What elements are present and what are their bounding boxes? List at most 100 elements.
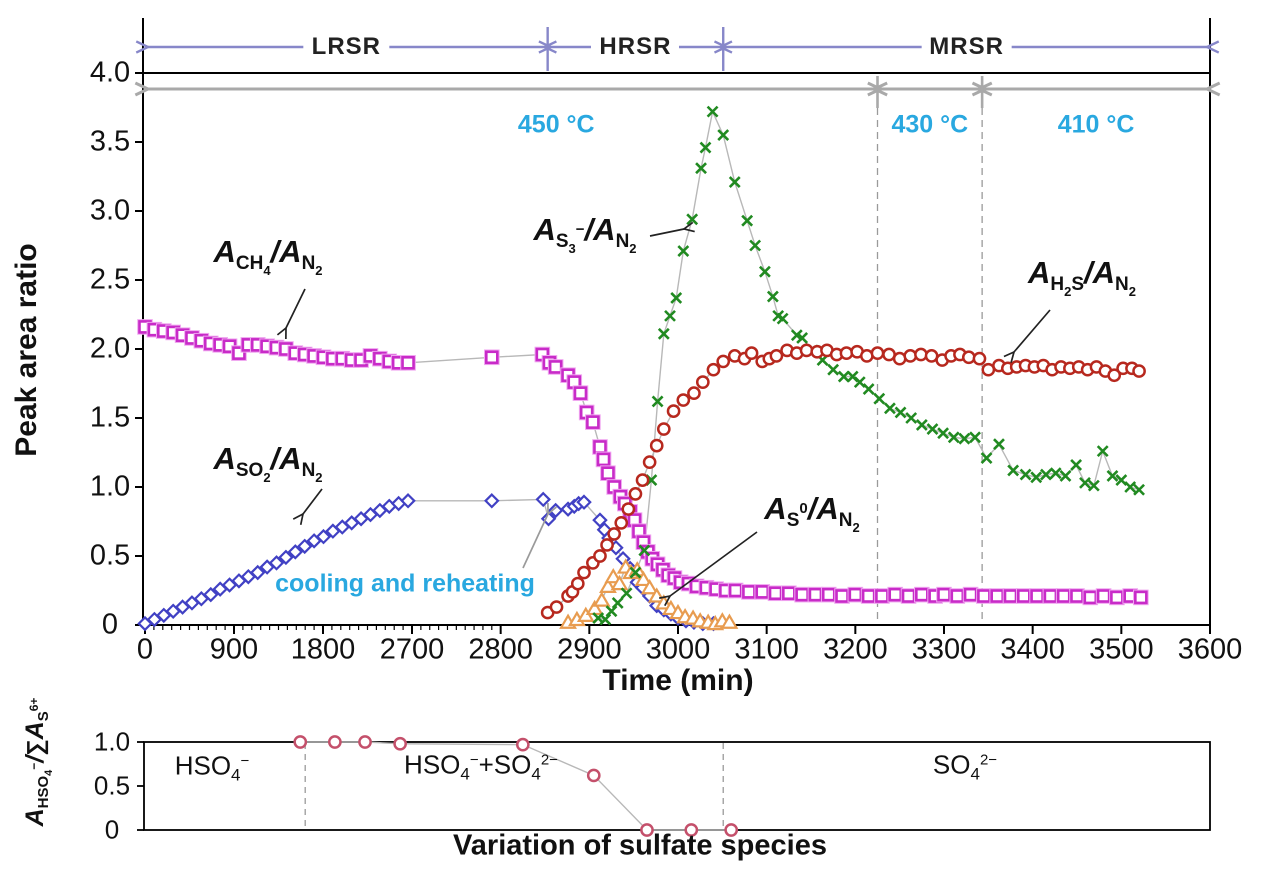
data-point-circle: [570, 576, 585, 591]
data-point-x: [629, 566, 642, 579]
data-point-diamond: [249, 564, 266, 581]
data-point-square: [1083, 590, 1098, 605]
data-point-square: [937, 587, 951, 602]
x-tick-label: 2700: [379, 633, 445, 666]
data-point-circle: [961, 350, 976, 365]
data-point-x: [728, 176, 741, 188]
data-point-circle: [293, 735, 308, 749]
data-point-x: [958, 432, 971, 445]
data-point-x: [969, 431, 981, 444]
data-point-x: [827, 363, 840, 376]
stage-label-mrsr: MRSR: [921, 33, 1012, 61]
data-point-square: [742, 585, 756, 599]
data-point-circle: [903, 349, 918, 363]
temp-label-450C: 450 °C: [517, 110, 595, 139]
data-point-circle: [593, 549, 607, 563]
data-point-circle: [614, 516, 629, 530]
data-point-square: [821, 587, 836, 602]
y-tick-label: 4.0: [89, 56, 131, 89]
arrowhead: [1204, 40, 1220, 54]
data-point-diamond: [535, 491, 551, 508]
data-point-circle: [586, 768, 601, 783]
data-point-x: [638, 544, 651, 557]
data-point-x: [717, 129, 730, 142]
data-point-circle: [649, 438, 664, 453]
data-point-circle: [656, 422, 671, 436]
data-point-x: [1106, 470, 1119, 482]
data-point-x: [993, 438, 1005, 451]
annotation-arrow-so2-label: [302, 488, 323, 515]
data-point-square: [888, 587, 903, 602]
stage-label-lrsr: LRSR: [303, 33, 389, 61]
data-point-circle: [666, 404, 681, 418]
annotation-arrow-s3-label: [649, 228, 685, 237]
annotation-arrow-ch4-label: [285, 288, 306, 329]
data-point-x: [1079, 476, 1091, 489]
data-point-x: [657, 327, 670, 340]
data-point-circle: [695, 375, 710, 389]
cooling-label: cooling and reheating: [275, 569, 535, 598]
data-point-diamond: [540, 510, 557, 527]
data-point-circle: [515, 737, 530, 752]
data-point-x: [894, 406, 907, 419]
x-tick-label: 1800: [290, 633, 356, 666]
data-point-x: [1030, 471, 1043, 484]
x-tick-label: 3600: [1177, 633, 1243, 666]
data-point-square: [548, 360, 563, 374]
data-point-triangle: [634, 570, 653, 587]
data-point-square: [977, 589, 991, 603]
top-y-axis-title: Peak area ratio: [10, 243, 43, 457]
data-point-diamond: [400, 493, 416, 509]
temp-label-410C: 410 °C: [1057, 110, 1135, 139]
data-point-circle: [870, 346, 885, 360]
data-point-x: [664, 309, 676, 322]
data-point-circle: [914, 347, 928, 362]
x-axis-title: Time (min): [602, 664, 754, 697]
data-point-circle: [358, 735, 372, 749]
data-point-x: [937, 427, 950, 440]
data-point-square: [484, 350, 499, 365]
data-point-circle: [744, 346, 759, 360]
data-point-square: [782, 586, 796, 601]
data-point-x: [883, 402, 896, 415]
data-point-square: [401, 355, 415, 370]
data-point-x: [741, 214, 754, 227]
arrowhead: [971, 81, 989, 97]
data-point-square: [901, 589, 916, 603]
data-point-square: [1056, 589, 1071, 603]
data-point-circle: [684, 823, 699, 837]
bottom-y-tick-label: 0: [104, 814, 120, 845]
x-tick-label: 900: [209, 633, 259, 666]
bottom-y-tick-label: 0.5: [93, 770, 131, 801]
data-point-square: [601, 466, 615, 481]
data-point-square: [950, 589, 965, 603]
data-point-diamond: [287, 544, 304, 560]
data-point-circle: [640, 823, 654, 837]
annotation-arrow-h2s-label: [1013, 309, 1051, 353]
data-point-square: [1030, 589, 1044, 603]
data-point-square: [593, 440, 607, 454]
so2-label: ASO2/AN2: [213, 441, 323, 485]
bottom-plot-border: [143, 741, 1211, 831]
s0-label: AS0/AN2: [764, 491, 860, 535]
data-point-diamond: [484, 493, 500, 509]
arrowhead: [538, 40, 554, 54]
data-point-diamond: [268, 555, 285, 571]
data-point-x: [706, 105, 719, 118]
data-point-square: [1134, 590, 1148, 605]
data-point-x: [1070, 459, 1083, 471]
data-point-square: [875, 589, 889, 603]
bottom-y-axis-title: AHSO4−/∑AS6+: [21, 697, 55, 827]
x-tick-label: 0: [136, 633, 154, 666]
data-point-square: [990, 589, 1005, 603]
data-point-square: [1016, 589, 1031, 603]
data-point-x: [699, 141, 712, 154]
data-point-circle: [621, 502, 636, 516]
s3-label: AS3−/AN2: [533, 212, 637, 256]
data-point-circle: [1107, 368, 1122, 383]
stage-label-hrsr: HRSR: [591, 33, 680, 61]
data-point-square: [232, 346, 246, 360]
x-tick-label: 3200: [823, 633, 888, 666]
data-point-x: [853, 376, 866, 389]
